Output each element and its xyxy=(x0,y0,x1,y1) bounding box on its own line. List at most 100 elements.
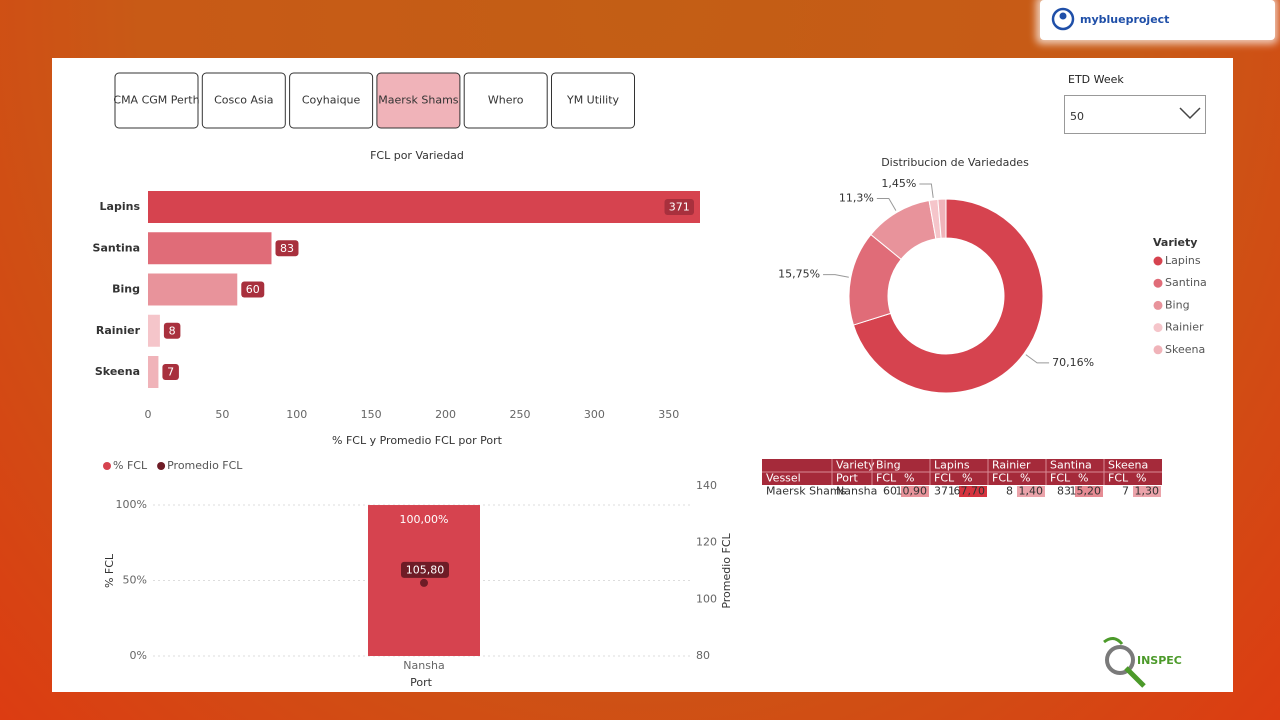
table-header: Santina xyxy=(1050,459,1092,472)
line-point xyxy=(420,578,428,587)
slicer-button[interactable] xyxy=(114,72,199,129)
logo-leaf xyxy=(1103,637,1124,645)
y2-axis-label: Promedio FCL xyxy=(720,532,733,608)
data-label-box xyxy=(241,281,265,298)
x-tick-label: 50 xyxy=(215,408,229,421)
table-header: % xyxy=(1020,472,1030,485)
dropdown[interactable] xyxy=(1064,95,1206,134)
table-header: FCL xyxy=(876,472,897,485)
y-tick-label: Rainier xyxy=(96,324,141,337)
y-tick-label: Bing xyxy=(112,283,140,296)
x-tick-label: 200 xyxy=(435,408,456,421)
data-label: 70,16% xyxy=(1052,356,1094,369)
dropdown-chevron[interactable] xyxy=(1179,107,1201,120)
table-cell: 83 xyxy=(1057,485,1071,498)
table-cell: 371 xyxy=(934,485,955,498)
brand-icon xyxy=(1051,7,1075,31)
table-cell: 7 xyxy=(1122,485,1129,498)
data-label: 8 xyxy=(169,324,176,337)
data-label-box xyxy=(664,199,694,215)
y2-tick-label: 100 xyxy=(696,592,717,605)
logo-text: INSPEC xyxy=(1137,654,1182,667)
legend-marker xyxy=(1153,278,1163,288)
logo-tail xyxy=(1124,666,1146,688)
data-label: 15,75% xyxy=(778,268,820,281)
data-label: 60 xyxy=(246,283,260,296)
table-cell: 10,90 xyxy=(896,485,928,498)
legend-marker xyxy=(103,462,111,470)
legend-label: Rainier xyxy=(1165,321,1204,334)
table-heat-cell xyxy=(1133,486,1161,497)
y-tick-label: 100% xyxy=(116,498,147,511)
chart-title: Distribucion de Variedades xyxy=(881,156,1029,169)
y-tick-label: Skeena xyxy=(95,365,140,378)
slicer-button[interactable] xyxy=(463,72,548,129)
table-header: Port xyxy=(836,472,858,485)
chart-title: % FCL y Promedio FCL por Port xyxy=(332,434,503,447)
data-label: 83 xyxy=(280,242,294,255)
leader-line xyxy=(876,198,897,211)
table-heat-cell xyxy=(901,486,929,497)
table-header: FCL xyxy=(1050,472,1071,485)
table-cell: Maersk Shams xyxy=(766,485,847,498)
x-tick-label: 100 xyxy=(286,408,307,421)
slicer-button[interactable] xyxy=(201,72,286,129)
data-label: 1,45% xyxy=(881,177,916,190)
table-cell: 1,40 xyxy=(1019,485,1044,498)
data-label: 11,3% xyxy=(839,192,874,205)
data-label-box xyxy=(162,364,179,380)
dropdown-value[interactable]: 50 xyxy=(1070,110,1084,123)
y-tick-label: Santina xyxy=(93,241,140,254)
y-axis-label: % FCL xyxy=(103,553,116,588)
slicer-button-label[interactable]: CMA CGM Perth xyxy=(113,94,199,107)
table-header: FCL xyxy=(992,472,1013,485)
slicer-button[interactable] xyxy=(551,72,635,129)
legend-marker xyxy=(157,462,166,470)
data-label-box xyxy=(401,561,449,578)
x-tick-label: Nansha xyxy=(403,659,444,672)
dropdown-label: ETD Week xyxy=(1068,73,1124,86)
x-tick-label: 350 xyxy=(658,408,679,421)
slicer-button-label[interactable]: Whero xyxy=(488,94,524,107)
leader-line xyxy=(823,274,849,278)
leader-line xyxy=(1025,354,1050,364)
y2-tick-label: 80 xyxy=(696,649,710,662)
data-label-box xyxy=(163,322,181,339)
table-cell: 60 xyxy=(883,485,897,498)
data-label: 105,80 xyxy=(406,563,445,576)
table-header: Variety xyxy=(836,459,875,472)
slicer-button-label[interactable]: YM Utility xyxy=(566,94,620,107)
table-cell: 15,20 xyxy=(1070,485,1102,498)
legend-marker xyxy=(1153,345,1163,355)
donut-slice xyxy=(937,198,947,239)
slicer-button[interactable] xyxy=(289,72,374,129)
bar xyxy=(148,232,272,265)
slicer-button-label[interactable]: Coyhaique xyxy=(302,94,361,107)
bar xyxy=(148,356,159,388)
table-heat-cell xyxy=(959,486,987,497)
brand-name: myblueproject xyxy=(1080,13,1169,26)
slicer-button[interactable] xyxy=(376,72,461,129)
x-axis-label: Port xyxy=(410,676,432,689)
data-label: 371 xyxy=(669,201,690,214)
table-header: % xyxy=(904,472,914,485)
table-cell: 67,70 xyxy=(954,485,986,498)
legend-title: Variety xyxy=(1153,236,1197,249)
slicer-button-label[interactable]: Maersk Shams xyxy=(378,94,459,107)
leader-line xyxy=(919,183,934,198)
x-tick-label: 300 xyxy=(584,408,605,421)
table-cell: 8 xyxy=(1006,485,1013,498)
legend-label: Bing xyxy=(1165,298,1190,311)
legend-label: Promedio FCL xyxy=(167,459,243,472)
legend-marker xyxy=(1153,256,1163,266)
table-header: Skeena xyxy=(1108,459,1148,472)
data-label: 7 xyxy=(167,366,174,379)
brand-badge xyxy=(1040,0,1275,40)
data-label: 100,00% xyxy=(400,513,449,526)
table-heat-cell xyxy=(1075,486,1103,497)
legend-label: Lapins xyxy=(1165,254,1201,267)
slicer-button-label[interactable]: Cosco Asia xyxy=(214,94,273,107)
report-canvas xyxy=(52,58,1233,692)
